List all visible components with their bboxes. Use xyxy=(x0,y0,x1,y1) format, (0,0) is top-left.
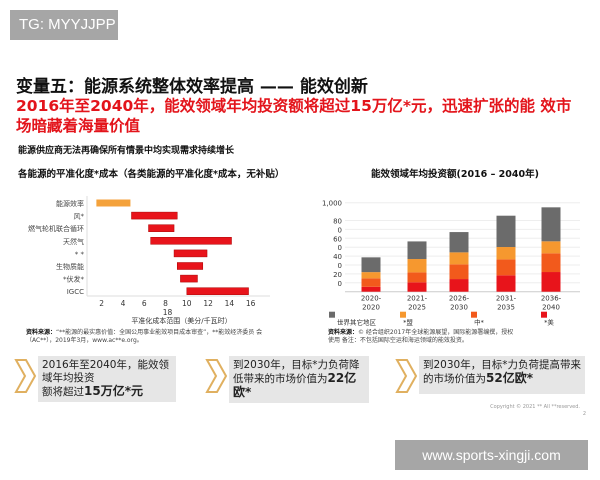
stacked-bar-segment xyxy=(361,278,381,287)
category-label: IGCC xyxy=(67,288,84,296)
chevron-right-icon xyxy=(14,359,37,393)
stacked-bar-segment xyxy=(361,257,381,273)
left-chart-source: 资料来源：“**能源的最实惠价值：全国公用事业能效项目成本审查”，**能效经济委… xyxy=(26,329,281,345)
y-tick-label: 0 xyxy=(338,280,342,288)
stacked-bar-segment xyxy=(496,275,516,292)
y-tick-label: 0 xyxy=(338,262,342,270)
range-bar xyxy=(180,274,198,283)
y-tick-label: 60 xyxy=(333,235,342,243)
x-tick-label: 18 xyxy=(163,308,173,317)
stacked-bar-segment xyxy=(449,252,469,265)
stacked-bar-segment xyxy=(407,241,427,260)
left-chart-title: 各能源的平准化度*成本（各类能源的平准化度*成本，无补贴） xyxy=(18,169,285,180)
x-tick-label: 10 xyxy=(182,299,192,308)
x-tick-label: 2035 xyxy=(497,304,515,312)
legend-label: *美 xyxy=(544,318,554,326)
stacked-bar-segment xyxy=(496,247,516,260)
legend-swatch xyxy=(471,311,477,318)
stacked-bar-segment xyxy=(449,232,469,253)
range-bar xyxy=(131,211,178,220)
x-tick-label: 2 xyxy=(99,299,104,308)
stacked-bar-segment xyxy=(449,264,469,280)
page-number: 2 xyxy=(582,411,586,417)
x-tick-label: 2031- xyxy=(496,295,517,303)
stacked-bar-segment xyxy=(541,241,561,254)
callout-2: 到2030年，目标*力负荷降低带来的市场价值为22亿欧* xyxy=(229,356,369,403)
legend-label: *盟 xyxy=(403,319,413,326)
page-note: 能源供应商无法再确保所有情景中均实现需求持续增长 xyxy=(18,146,235,156)
chevron-right-icon xyxy=(395,359,418,393)
category-label: 天然气 xyxy=(63,237,84,246)
x-tick-label: 2040 xyxy=(542,304,560,312)
y-tick-label: 40 xyxy=(333,253,342,261)
legend-swatch xyxy=(400,311,406,318)
right-chart-source: 资料来源：© 经合组织2017年全球能源展望，国际能源署编撰，授权使用 备注：不… xyxy=(328,329,518,345)
x-tick-label: 14 xyxy=(225,299,235,308)
legend-label: 世界其它地区 xyxy=(337,318,377,326)
y-tick-label: 0 xyxy=(338,226,342,234)
range-bar xyxy=(148,224,175,232)
range-bar xyxy=(186,287,249,295)
source-label: 资料来源： xyxy=(328,329,359,336)
callout-1: 2016年至2040年，能效领域年均投资 额将超过15万亿*元 xyxy=(38,356,176,402)
x-tick-label: 4 xyxy=(121,299,126,308)
category-label: 风* xyxy=(74,213,85,221)
source-text: © 经合组织2017年全球能源展望，国际能源署编撰，授权使用 备注：不包括国际空… xyxy=(328,329,514,344)
x-tick-label: 12 xyxy=(203,299,213,308)
stacked-bar-segment xyxy=(496,259,516,276)
x-tick-label: 2026- xyxy=(449,295,470,303)
range-bar xyxy=(150,237,232,245)
x-tick-label: 2021- xyxy=(407,295,428,303)
x-tick-label: 2036- xyxy=(541,295,562,303)
x-axis-label: 平准化成本范围（美分/千瓦时） xyxy=(131,316,231,325)
page-subtitle: 2016年至2040年，能效领域年均投资额将超过15万亿*元，迅速扩张的能 效市… xyxy=(16,97,572,135)
x-tick-label: 2020 xyxy=(362,304,380,312)
x-tick-label: 2030 xyxy=(450,304,468,312)
range-bar xyxy=(173,249,208,258)
x-tick-label: 8 xyxy=(163,299,168,308)
stacked-bar-segment xyxy=(361,286,381,292)
stacked-bar-segment xyxy=(407,272,427,283)
y-tick-label: 1,000 xyxy=(322,200,342,208)
source-text: “**能源的最实惠价值：全国公用事业能效项目成本审查”，**能效经济委员 会（A… xyxy=(26,329,263,344)
watermark-bottom: www.sports-xingji.com xyxy=(395,440,588,470)
y-tick-label: 80 xyxy=(333,218,342,226)
stacked-bar-segment xyxy=(541,207,561,242)
y-tick-label: 0 xyxy=(338,244,342,252)
category-label: 生物质能 xyxy=(56,262,84,271)
legend-swatch xyxy=(541,311,547,318)
range-bar xyxy=(96,199,131,207)
stacked-bar-segment xyxy=(541,253,561,273)
stacked-bar-segment xyxy=(407,259,427,273)
right-chart-title: 能效领域年均投资额(2016 – 2040年) xyxy=(371,169,539,180)
legend-label: 中* xyxy=(474,318,485,326)
callout-3: 到2030年，目标*力负荷提高带来的市场价值为52亿欧* xyxy=(419,356,585,394)
y-tick-label: 20 xyxy=(333,271,342,279)
stacked-bar-segment xyxy=(449,279,469,292)
category-label: 燃气轮机联合循环 xyxy=(28,224,84,233)
range-bar xyxy=(176,262,204,270)
category-label: * * xyxy=(75,250,85,258)
x-tick-label: 2020- xyxy=(361,295,382,303)
source-label: 资料来源： xyxy=(26,329,57,336)
investment-chart: 1,0008006004002002020-20202021-20252026-… xyxy=(322,200,580,326)
page-title: 变量五：能源系统整体效率提高 —— 能效创新 xyxy=(16,77,368,97)
x-tick-label: 16 xyxy=(246,299,256,308)
copyright: Copyright © 2021 ** All **reserved. xyxy=(490,404,580,410)
x-tick-label: 2025 xyxy=(408,304,426,312)
legend-swatch xyxy=(329,311,335,318)
watermark-top: TG: MYYJJPP xyxy=(10,10,118,40)
x-tick-label: 6 xyxy=(142,299,147,308)
category-label: 能源效率 xyxy=(56,199,84,208)
stacked-bar-segment xyxy=(496,215,516,248)
stacked-bar-segment xyxy=(541,272,561,292)
chevron-right-icon xyxy=(205,359,228,393)
stacked-bar-segment xyxy=(407,282,427,292)
stacked-bar-segment xyxy=(361,272,381,279)
category-label: *伏发* xyxy=(63,275,84,284)
